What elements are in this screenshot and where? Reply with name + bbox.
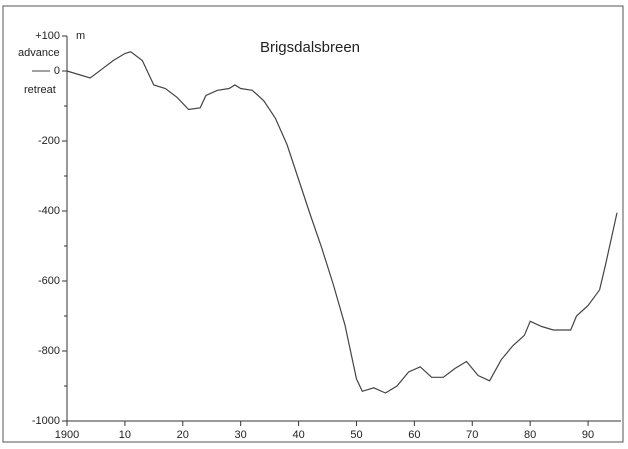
x-tick-label: 60 bbox=[408, 429, 420, 441]
y-tick-label: 0 bbox=[54, 65, 60, 77]
chart-title: Brigsdalsbreen bbox=[260, 39, 360, 56]
y-tick-label: -200 bbox=[38, 135, 60, 147]
y-unit: m bbox=[76, 30, 85, 42]
frame bbox=[2, 5, 624, 443]
x-tick-label: 90 bbox=[582, 429, 594, 441]
x-tick-label: 40 bbox=[292, 429, 304, 441]
annotation: advance bbox=[18, 47, 60, 59]
annotation: retreat bbox=[24, 84, 56, 96]
x-tick-label: 10 bbox=[119, 429, 131, 441]
y-tick-label: -1000 bbox=[32, 415, 60, 427]
x-tick-label: 1900 bbox=[55, 429, 79, 441]
y-tick-label: +100 bbox=[35, 30, 60, 42]
y-tick-label: -400 bbox=[38, 205, 60, 217]
x-tick-label: 30 bbox=[235, 429, 247, 441]
x-tick-label: 50 bbox=[350, 429, 362, 441]
x-tick-label: 80 bbox=[524, 429, 536, 441]
x-tick-label: 70 bbox=[466, 429, 478, 441]
y-tick-label: -800 bbox=[38, 345, 60, 357]
x-tick-label: 20 bbox=[177, 429, 189, 441]
line bbox=[66, 51, 618, 394]
y-tick-label: -600 bbox=[38, 275, 60, 287]
